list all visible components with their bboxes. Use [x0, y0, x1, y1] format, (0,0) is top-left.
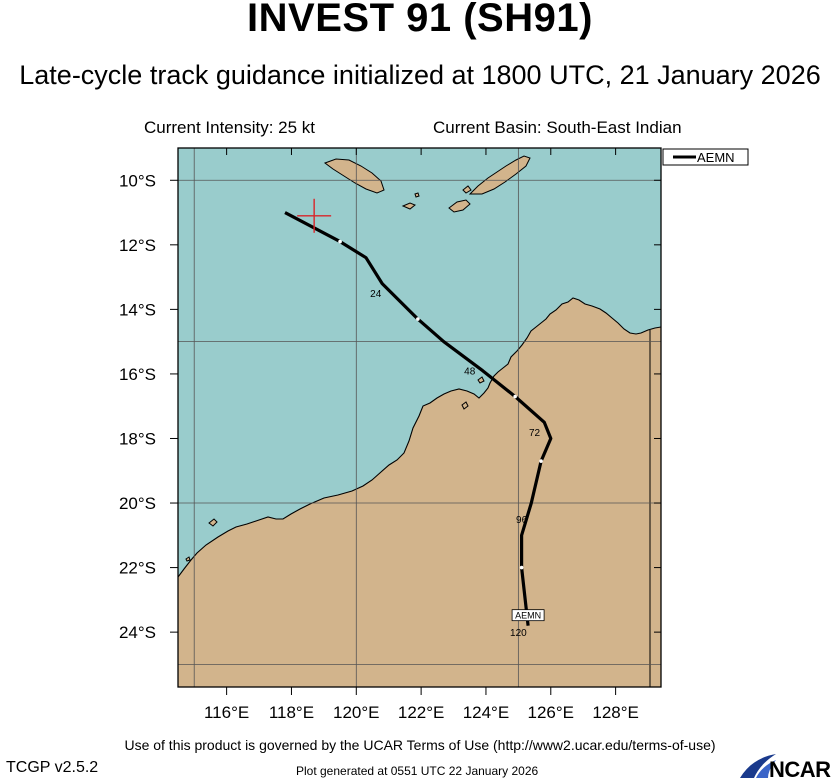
lat-tick-label: 16°S [119, 365, 156, 384]
lat-tick-label: 24°S [119, 623, 156, 642]
lon-tick-label: 128°E [592, 703, 639, 722]
sawu-island [401, 202, 416, 210]
small-island [414, 192, 420, 198]
tau-label: 120 [510, 628, 527, 639]
legend-label: AEMN [697, 150, 735, 165]
page-title: INVEST 91 (SH91) [247, 0, 593, 40]
lat-tick-label: 18°S [119, 429, 156, 448]
sumba-island [323, 158, 385, 194]
lon-tick-label: 116°E [204, 703, 249, 722]
aemn-track[interactable]: 24 48 72 96 120 AEMN [284, 211, 553, 640]
current-basin-label: Current Basin: South-East Indian [433, 118, 682, 137]
latitude-labels: 10°S 12°S 14°S 16°S 18°S 20°S 22°S 24°S [119, 171, 156, 642]
tau-label: 48 [464, 367, 476, 378]
lat-tick-label: 14°S [119, 300, 156, 319]
lat-tick-label: 20°S [119, 494, 156, 513]
australia-landmass [178, 298, 661, 687]
australia-coastline [178, 297, 661, 578]
longitude-labels: 116°E 118°E 120°E 122°E 124°E 126°E 128°E [204, 703, 639, 722]
map-frame [177, 147, 662, 688]
map-gridlines [178, 148, 661, 687]
tau-label: 72 [529, 428, 541, 439]
lon-tick-label: 124°E [463, 703, 510, 722]
current-position-marker [297, 198, 332, 233]
small-island [461, 401, 469, 410]
current-intensity-label: Current Intensity: 25 kt [144, 118, 316, 137]
lat-tick-label: 12°S [119, 236, 156, 255]
lat-tick-label: 22°S [119, 559, 156, 578]
track-point [519, 565, 524, 570]
tau-label: 96 [516, 515, 528, 526]
version-label: TCGP v2.5.2 [6, 759, 99, 776]
map-legend: AEMN [662, 148, 749, 166]
page-subtitle: Late-cycle track guidance initialized at… [19, 60, 821, 90]
small-island [185, 556, 191, 562]
track-point [338, 239, 342, 244]
track-end-label: AEMN [515, 611, 541, 621]
lon-tick-label: 126°E [528, 703, 575, 722]
timor-island [468, 155, 531, 195]
lon-tick-label: 118°E [269, 703, 314, 722]
track-end-label-box [511, 609, 545, 622]
lon-tick-label: 122°E [398, 703, 445, 722]
generated-timestamp: Plot generated at 0551 UTC 22 January 20… [296, 764, 539, 778]
axis-ticks [170, 148, 661, 695]
rote-island [448, 199, 471, 213]
tau-label: 24 [370, 289, 382, 300]
terms-of-use-text: Use of this product is governed by the U… [124, 737, 716, 753]
track-point [539, 459, 543, 463]
ncar-logo-text: NCAR [769, 757, 831, 782]
track-point [513, 394, 517, 399]
legend-box [662, 148, 749, 166]
lat-tick-label: 10°S [119, 171, 156, 190]
map-plot-area [178, 148, 661, 687]
small-island [477, 376, 485, 384]
lon-tick-label: 120°E [333, 703, 380, 722]
track-point [416, 317, 420, 321]
small-island [462, 185, 472, 194]
ncar-logo-icon [740, 754, 776, 778]
small-island [208, 518, 218, 527]
